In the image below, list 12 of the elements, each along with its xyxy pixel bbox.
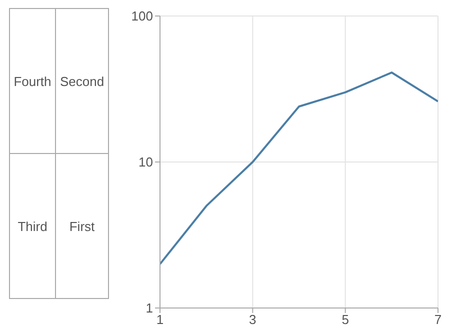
y-tick-label: 10 (138, 154, 153, 170)
line-series (160, 72, 438, 266)
category-label: Second (60, 74, 104, 88)
y-tick-label: 100 (131, 8, 153, 24)
x-tick-label: 7 (434, 312, 442, 328)
category-label: Third (18, 218, 48, 234)
x-tick-label: 1 (156, 312, 164, 328)
y-tick-label: 1 (146, 300, 153, 316)
category-label: First (69, 218, 95, 234)
category-label: Fourth (14, 74, 52, 88)
x-tick-label: 3 (249, 312, 256, 328)
x-tick-label: 5 (342, 312, 349, 328)
